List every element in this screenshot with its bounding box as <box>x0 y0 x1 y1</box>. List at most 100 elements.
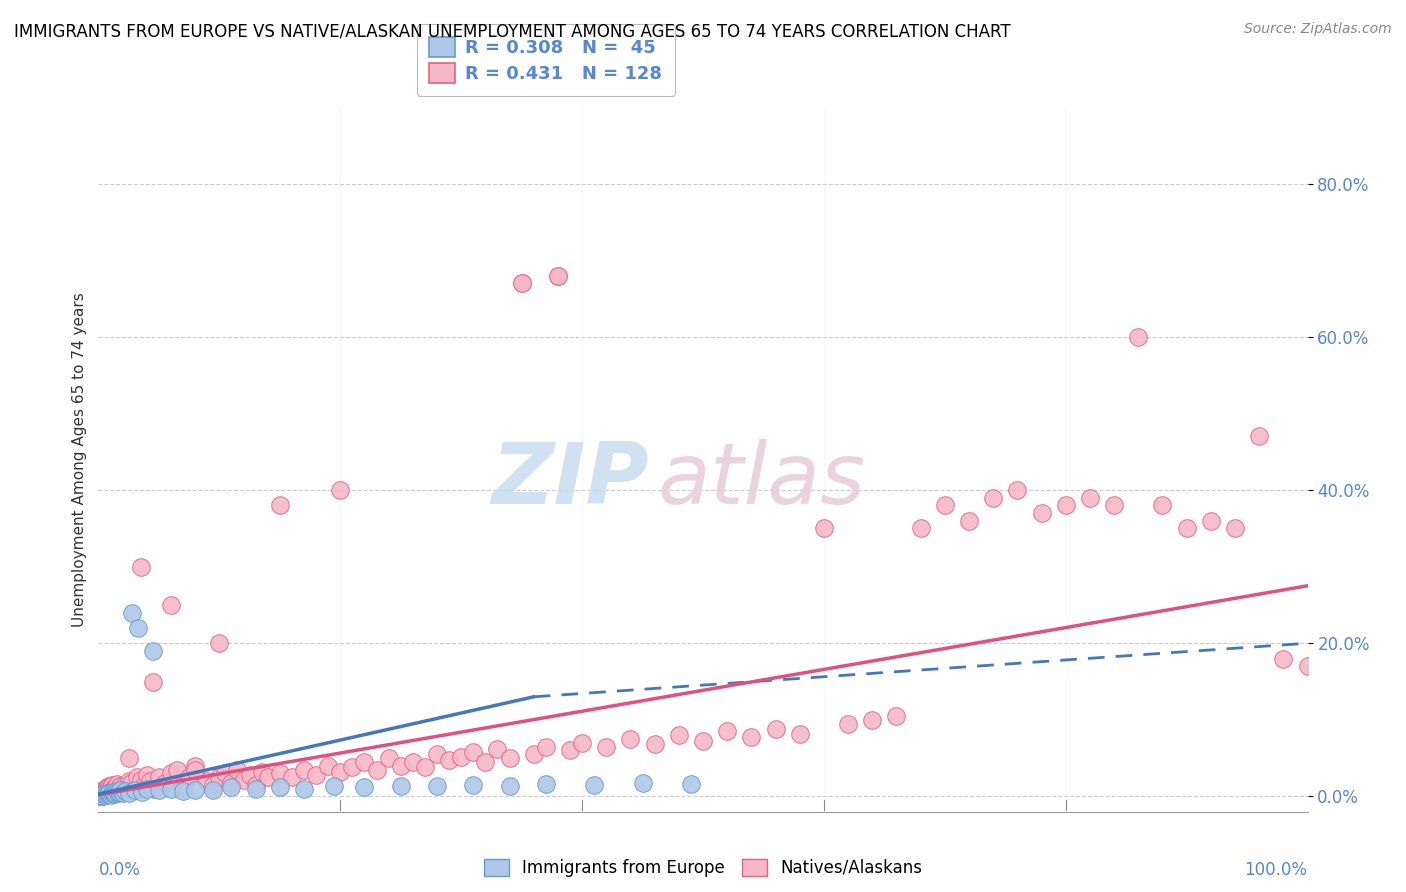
Point <box>90 788 112 802</box>
Point <box>129 559 152 574</box>
Point <box>957 514 980 528</box>
Point <box>353 780 375 795</box>
Point <box>269 499 291 513</box>
Point <box>91 788 114 802</box>
Point <box>534 777 557 791</box>
Point <box>860 713 883 727</box>
Point <box>486 742 509 756</box>
Point <box>143 781 166 796</box>
Point <box>1152 499 1174 513</box>
Point <box>292 763 315 777</box>
Point <box>389 758 412 772</box>
Point <box>1249 429 1271 443</box>
Point <box>208 770 231 784</box>
Point <box>184 758 207 772</box>
Point <box>837 716 859 731</box>
Point <box>160 598 183 612</box>
Point <box>160 781 183 796</box>
Point <box>510 277 533 291</box>
Point <box>91 783 114 797</box>
Point <box>226 763 249 777</box>
Point <box>98 786 121 800</box>
Point <box>91 787 114 801</box>
Point <box>148 783 170 797</box>
Point <box>910 521 932 535</box>
Point <box>437 753 460 767</box>
Text: ZIP: ZIP <box>491 439 648 522</box>
Point <box>353 755 375 769</box>
Point <box>172 784 194 798</box>
Point <box>195 774 218 789</box>
Point <box>131 785 153 799</box>
Point <box>108 783 131 797</box>
Point <box>1031 506 1053 520</box>
Point <box>498 751 520 765</box>
Point <box>377 751 399 765</box>
Point <box>342 760 364 774</box>
Point <box>463 745 485 759</box>
Point <box>91 789 114 803</box>
Point <box>1128 330 1150 344</box>
Point <box>426 780 449 794</box>
Point <box>105 786 128 800</box>
Point <box>256 770 278 784</box>
Point <box>221 775 243 789</box>
Point <box>108 780 131 794</box>
Point <box>111 781 134 796</box>
Point <box>184 763 207 777</box>
Point <box>142 674 165 689</box>
Point <box>184 782 207 797</box>
Point <box>934 499 956 513</box>
Point <box>1296 659 1319 673</box>
Point <box>886 709 908 723</box>
Point <box>97 787 120 801</box>
Point <box>127 770 149 784</box>
Point <box>668 728 690 742</box>
Legend: R = 0.308   N =  45, R = 0.431   N = 128: R = 0.308 N = 45, R = 0.431 N = 128 <box>416 24 675 95</box>
Point <box>100 779 122 793</box>
Point <box>1272 651 1295 665</box>
Text: 0.0%: 0.0% <box>98 861 141 879</box>
Point <box>239 768 262 782</box>
Point <box>292 781 315 796</box>
Point <box>124 783 146 797</box>
Point <box>523 747 546 762</box>
Point <box>96 786 118 800</box>
Point <box>139 774 162 789</box>
Point <box>94 786 117 800</box>
Point <box>93 787 115 801</box>
Point <box>93 788 115 802</box>
Legend: Immigrants from Europe, Natives/Alaskans: Immigrants from Europe, Natives/Alaskans <box>477 852 929 884</box>
Point <box>474 755 496 769</box>
Point <box>1175 521 1198 535</box>
Text: atlas: atlas <box>657 439 865 522</box>
Point <box>97 786 120 800</box>
Point <box>281 770 304 784</box>
Point <box>534 739 557 754</box>
Point <box>1007 483 1029 497</box>
Point <box>402 755 425 769</box>
Point <box>1199 514 1222 528</box>
Text: IMMIGRANTS FROM EUROPE VS NATIVE/ALASKAN UNEMPLOYMENT AMONG AGES 65 TO 74 YEARS : IMMIGRANTS FROM EUROPE VS NATIVE/ALASKAN… <box>14 22 1011 40</box>
Point <box>981 491 1004 505</box>
Point <box>214 766 236 780</box>
Point <box>135 768 157 782</box>
Point <box>232 772 254 787</box>
Point <box>114 784 136 798</box>
Point <box>1223 521 1246 535</box>
Point <box>104 786 127 800</box>
Point <box>148 770 170 784</box>
Point <box>789 726 811 740</box>
Point <box>91 789 114 803</box>
Point <box>103 787 125 801</box>
Point <box>127 621 149 635</box>
Point <box>108 785 131 799</box>
Point <box>124 783 146 797</box>
Point <box>118 751 141 765</box>
Point <box>118 786 141 800</box>
Point <box>583 778 606 792</box>
Point <box>121 606 143 620</box>
Point <box>100 785 122 799</box>
Point <box>510 277 533 291</box>
Point <box>413 760 436 774</box>
